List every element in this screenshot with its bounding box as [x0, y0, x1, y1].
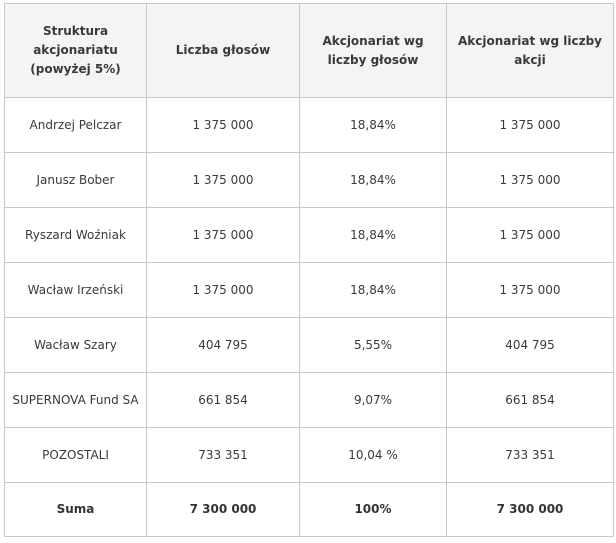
vote-share-cell: 18,84% [299, 262, 447, 318]
vote-share-cell: 9,07% [299, 372, 447, 428]
share-count-cell: 733 351 [446, 427, 614, 483]
table-row: POZOSTALI 733 351 10,04 % 733 351 [4, 427, 614, 483]
table-row: SUPERNOVA Fund SA 661 854 9,07% 661 854 [4, 372, 614, 428]
share-count-cell: 661 854 [446, 372, 614, 428]
vote-count-cell: 733 351 [146, 427, 300, 483]
vote-count-cell: 1 375 000 [146, 262, 300, 318]
table-row: Wacław Szary 404 795 5,55% 404 795 [4, 317, 614, 373]
shareholder-name-cell: Andrzej Pelczar [4, 97, 147, 153]
table-row: Andrzej Pelczar 1 375 000 18,84% 1 375 0… [4, 97, 614, 153]
header-row: Struktura akcjonariatu (powyżej 5%) Licz… [4, 3, 614, 98]
shareholder-name-cell: Janusz Bober [4, 152, 147, 208]
share-count-cell: 1 375 000 [446, 207, 614, 263]
shareholder-name-cell: Wacław Szary [4, 317, 147, 373]
total-row: Suma 7 300 000 100% 7 300 000 [4, 482, 614, 537]
vote-share-cell: 10,04 % [299, 427, 447, 483]
share-count-cell: 404 795 [446, 317, 614, 373]
table-row: Wacław Irzeński 1 375 000 18,84% 1 375 0… [4, 262, 614, 318]
vote-share-cell: 18,84% [299, 97, 447, 153]
header-share-by-votes: Akcjonariat wg liczby głosów [299, 3, 447, 98]
vote-count-cell: 1 375 000 [146, 97, 300, 153]
vote-count-cell: 1 375 000 [146, 207, 300, 263]
shareholder-name-cell: POZOSTALI [4, 427, 147, 483]
table-footer: Suma 7 300 000 100% 7 300 000 [4, 482, 614, 537]
vote-share-cell: 18,84% [299, 207, 447, 263]
share-count-cell: 1 375 000 [446, 262, 614, 318]
vote-share-cell: 18,84% [299, 152, 447, 208]
header-share-by-shares: Akcjonariat wg liczby akcji [446, 3, 614, 98]
shareholder-name-cell: Wacław Irzeński [4, 262, 147, 318]
total-label-cell: Suma [4, 482, 147, 537]
table-row: Janusz Bober 1 375 000 18,84% 1 375 000 [4, 152, 614, 208]
table-header: Struktura akcjonariatu (powyżej 5%) Licz… [4, 3, 614, 98]
header-vote-count: Liczba głosów [146, 3, 300, 98]
shareholder-structure-table-container: Struktura akcjonariatu (powyżej 5%) Licz… [4, 3, 614, 537]
share-count-cell: 1 375 000 [446, 97, 614, 153]
vote-count-cell: 1 375 000 [146, 152, 300, 208]
total-vote-share-cell: 100% [299, 482, 447, 537]
shareholder-structure-table: Struktura akcjonariatu (powyżej 5%) Licz… [4, 3, 614, 537]
table-body: Andrzej Pelczar 1 375 000 18,84% 1 375 0… [4, 97, 614, 483]
header-shareholder-structure: Struktura akcjonariatu (powyżej 5%) [4, 3, 147, 98]
share-count-cell: 1 375 000 [446, 152, 614, 208]
vote-count-cell: 404 795 [146, 317, 300, 373]
total-vote-count-cell: 7 300 000 [146, 482, 300, 537]
vote-share-cell: 5,55% [299, 317, 447, 373]
vote-count-cell: 661 854 [146, 372, 300, 428]
shareholder-name-cell: Ryszard Woźniak [4, 207, 147, 263]
total-share-count-cell: 7 300 000 [446, 482, 614, 537]
shareholder-name-cell: SUPERNOVA Fund SA [4, 372, 147, 428]
table-row: Ryszard Woźniak 1 375 000 18,84% 1 375 0… [4, 207, 614, 263]
